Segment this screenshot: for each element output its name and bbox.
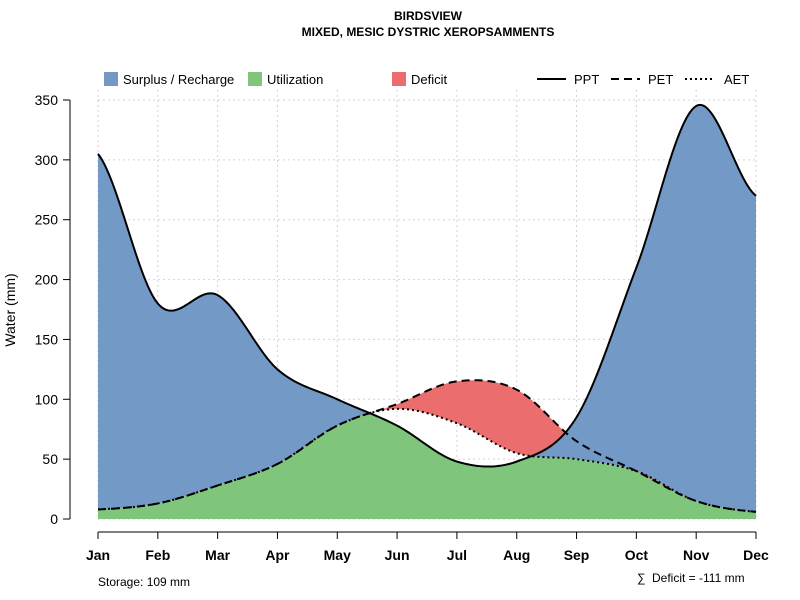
legend-label-deficit: Deficit: [411, 72, 448, 87]
chart-subtitle: MIXED, MESIC DYSTRIC XEROPSAMMENTS: [302, 25, 555, 39]
areas: [98, 104, 756, 519]
y-tick-label: 250: [35, 212, 59, 228]
x-tick-label: Mar: [205, 547, 230, 563]
x-tick-label: Apr: [265, 547, 290, 563]
x-tick-label: Oct: [625, 547, 649, 563]
x-tick-label: Nov: [683, 547, 710, 563]
legend-label-pet: PET: [648, 72, 673, 87]
area-deficit: [98, 380, 756, 512]
axes: 0 50 100 150 200 250 300 350 Jan Feb Mar Apr May Jun J…: [35, 92, 769, 563]
sum-icon: ∑: [637, 571, 646, 585]
deficit-total-label: Deficit = -111 mm: [652, 571, 745, 585]
legend-label-ppt: PPT: [574, 72, 599, 87]
y-tick-label: 150: [35, 331, 59, 347]
legend-label-utilization: Utilization: [267, 72, 323, 87]
y-tick-label: 300: [35, 152, 59, 168]
x-tick-label: Jul: [447, 547, 467, 563]
legend: Surplus / Recharge Utilization Deficit P…: [104, 72, 749, 87]
y-tick-label: 50: [42, 451, 58, 467]
chart-title: BIRDSVIEW: [394, 9, 463, 23]
legend-swatch-deficit: [392, 72, 406, 86]
y-axis-label: Water (mm): [2, 273, 18, 346]
legend-label-aet: AET: [724, 72, 749, 87]
legend-swatch-utilization: [248, 72, 262, 86]
series-lines: [97, 103, 757, 513]
y-tick-label: 0: [50, 511, 58, 527]
legend-label-surplus: Surplus / Recharge: [123, 72, 234, 87]
x-tick-label: Jun: [385, 547, 410, 563]
y-tick-label: 200: [35, 272, 59, 288]
x-tick-label: Aug: [503, 547, 530, 563]
x-tick-label: Jan: [86, 547, 110, 563]
area-surplus-recharge: [98, 104, 756, 512]
storage-label: Storage: 109 mm: [98, 575, 190, 589]
y-tick-label: 350: [35, 92, 59, 108]
series-line-pet: [97, 379, 757, 513]
y-tick-label: 100: [35, 391, 59, 407]
x-tick-label: Dec: [743, 547, 769, 563]
area-utilization: [98, 413, 756, 519]
series-line-ppt: [97, 103, 757, 468]
x-tick-label: Feb: [145, 547, 170, 563]
x-tick-label: May: [324, 547, 351, 563]
x-tick-label: Sep: [564, 547, 590, 563]
legend-swatch-surplus: [104, 72, 118, 86]
